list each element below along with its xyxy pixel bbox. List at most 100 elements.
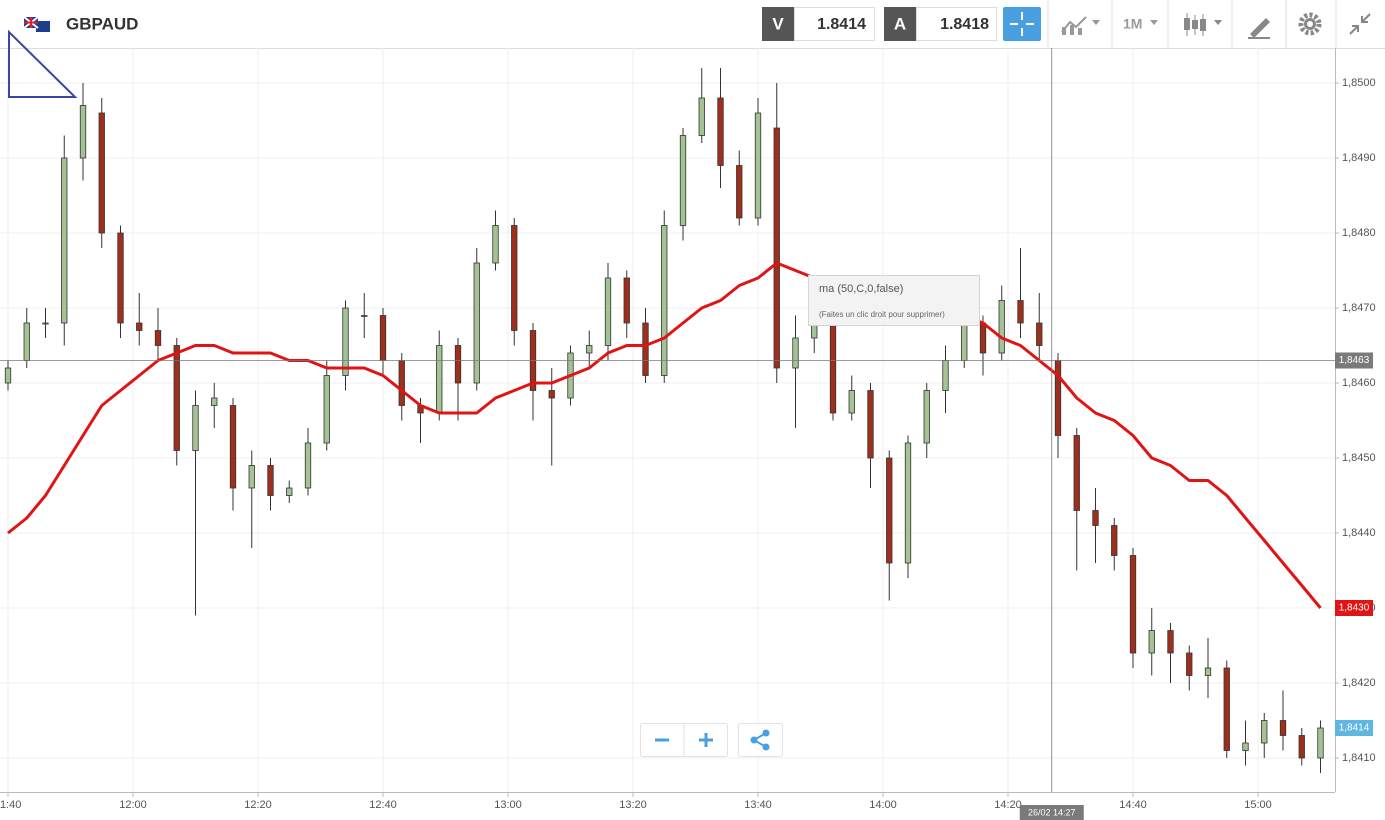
- candle-body: [829, 322, 837, 414]
- y-tick-label: 1,8420: [1342, 677, 1376, 689]
- candle-body: [586, 345, 593, 354]
- candle-body: [342, 307, 349, 376]
- candle-body: [736, 165, 743, 219]
- candle-body: [698, 97, 705, 136]
- x-tick-label: 13:20: [619, 799, 647, 811]
- candle-body: [848, 390, 855, 414]
- candle-body: [1111, 525, 1118, 556]
- timeframe-caret: [1150, 20, 1158, 25]
- price-tag-label: 1,8414: [1339, 723, 1370, 734]
- candle-body: [286, 487, 293, 496]
- candle-body: [117, 232, 124, 324]
- zoom-in[interactable]: [699, 733, 713, 747]
- bid-box[interactable]: [794, 7, 875, 41]
- candle-body: [904, 442, 912, 564]
- toolbar: [0, 0, 1385, 48]
- candle-body: [398, 360, 405, 406]
- candle-body: [623, 277, 630, 324]
- moving-average: [7, 261, 1322, 609]
- ask-box[interactable]: [916, 7, 997, 41]
- tooltip: [808, 275, 980, 326]
- candle-body: [229, 405, 237, 489]
- candle-body: [679, 135, 687, 226]
- crosshair-y-label: 1,8463: [1339, 355, 1370, 366]
- candle-body: [1167, 630, 1174, 654]
- x-tick-label: 14:40: [1119, 799, 1147, 811]
- x-tick-label: 13:00: [494, 799, 522, 811]
- x-tick-label: 13:40: [744, 799, 772, 811]
- candle-body: [717, 97, 724, 166]
- candle-body: [511, 225, 518, 331]
- candle-body: [436, 345, 443, 414]
- candle-body: [1242, 742, 1249, 751]
- candle-body: [1279, 720, 1287, 736]
- y-tick-label: 1,8440: [1342, 527, 1376, 539]
- candle-body: [1017, 300, 1024, 324]
- candle-body: [661, 225, 668, 376]
- symbol: GBPAUD: [66, 14, 138, 33]
- candle-body: [154, 330, 162, 346]
- candle-body: [98, 112, 105, 234]
- candle-body: [1148, 630, 1155, 654]
- candle-body: [1129, 555, 1137, 654]
- candle-body: [642, 322, 649, 376]
- candle-body: [1298, 735, 1305, 759]
- price-tag: [1335, 600, 1373, 616]
- candle-body: [454, 345, 462, 384]
- timeframe[interactable]: 1M: [1123, 16, 1142, 32]
- candle-body: [604, 277, 612, 346]
- candle-body: [923, 390, 930, 444]
- chart-type-button[interactable]: [1061, 16, 1100, 35]
- candle-body: [192, 405, 199, 451]
- ask-badge[interactable]: [884, 7, 916, 41]
- candle-body: [492, 225, 499, 264]
- x-tick-label: 12:20: [244, 799, 272, 811]
- candle-body: [304, 442, 312, 489]
- candle-body: [773, 127, 780, 369]
- candle-body: [792, 337, 799, 369]
- candle-body: [136, 322, 143, 331]
- candle-body: [998, 300, 1005, 354]
- candles: [4, 68, 1324, 773]
- candle-body: [979, 322, 987, 354]
- candles-button[interactable]: [1184, 13, 1222, 36]
- candle-body: [23, 322, 30, 361]
- candle-body: [211, 397, 218, 406]
- settings-button[interactable]: [1298, 12, 1322, 36]
- ask-price: 1.8418: [940, 16, 989, 33]
- crosshair-button[interactable]: [1003, 7, 1041, 41]
- candle-body: [248, 465, 255, 489]
- grid: 1,8410 1,8420 1,8430 1,8440 1,8450 1,8460 1,84…: [0, 48, 1376, 811]
- candle-body: [1054, 360, 1062, 436]
- candle-body: [267, 465, 274, 496]
- candle-body: [1092, 510, 1099, 526]
- share-button[interactable]: [738, 723, 783, 757]
- crosshair-x-label: 26/02 14:27: [1028, 807, 1076, 817]
- y-tick-label: 1,8470: [1342, 302, 1376, 314]
- candle-body: [1223, 667, 1230, 751]
- candle-body: [61, 157, 68, 324]
- candle-body: [379, 315, 387, 361]
- candle-body: [754, 112, 762, 219]
- candle-body: [79, 105, 87, 159]
- bid-label: V: [772, 14, 784, 33]
- candle-body: [942, 360, 949, 391]
- candle-body: [173, 345, 180, 451]
- y-tick-label: 1,8410: [1342, 752, 1376, 764]
- crosshair-x-tag: [1019, 805, 1084, 820]
- crosshair-icon: [1010, 12, 1034, 36]
- ask-label: A: [894, 14, 906, 33]
- candle-body: [1073, 435, 1080, 511]
- tooltip-hint: (Faites un clic droit pour supprimer): [819, 310, 945, 319]
- x-tick-label: 12:40: [369, 799, 397, 811]
- draw-button[interactable]: [1248, 18, 1270, 39]
- candle-body: [323, 375, 330, 444]
- collapse-button[interactable]: [1349, 13, 1371, 35]
- x-tick-label: 14:00: [869, 799, 897, 811]
- candle-body: [1317, 727, 1324, 759]
- bid-badge[interactable]: [762, 7, 794, 41]
- zoom-controls: [640, 723, 783, 757]
- price-tag-label: 1,8430: [1339, 603, 1370, 614]
